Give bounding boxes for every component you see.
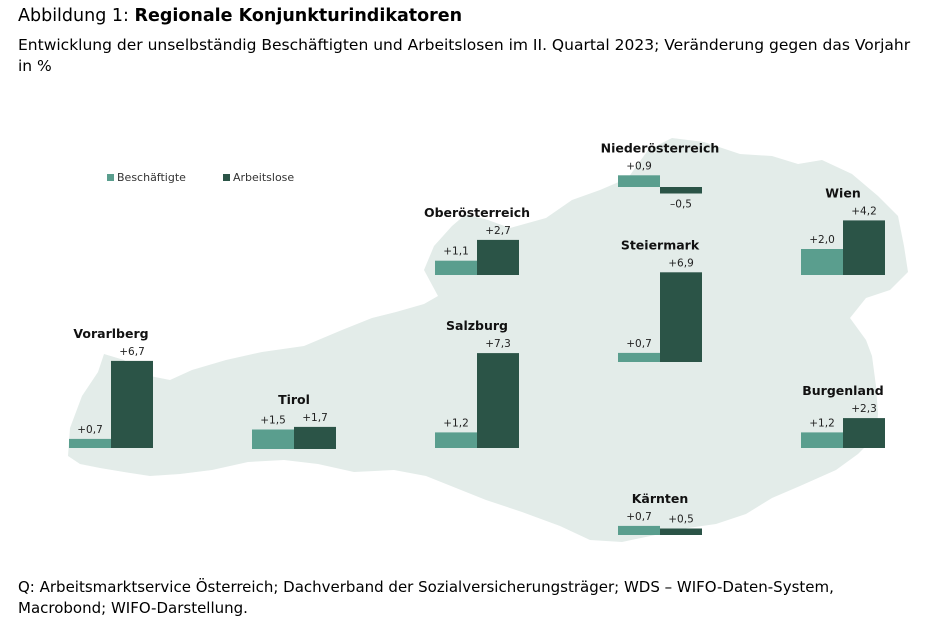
data-label-beschaeftigte: +0,7 <box>626 338 652 350</box>
bar-beschaeftigte <box>69 438 111 448</box>
data-label-beschaeftigte: +1,2 <box>809 417 835 429</box>
legend-swatch-beschaeftigte <box>107 174 114 181</box>
region-name: Burgenland <box>802 383 883 398</box>
figure-label: Abbildung 1: <box>18 6 129 26</box>
data-label-arbeitslose: +6,7 <box>119 346 145 358</box>
legend-swatch-arbeitslose <box>223 174 230 181</box>
region-kaernten: +0,7 +0,5 Kärnten <box>618 491 702 535</box>
region-steiermark: +0,7 +6,9 Steiermark <box>618 237 702 362</box>
data-label-beschaeftigte: +2,0 <box>809 234 835 246</box>
data-label-beschaeftigte: +1,2 <box>443 417 469 429</box>
bar-arbeitslose <box>843 418 885 448</box>
region-name: Oberösterreich <box>424 205 530 220</box>
data-label-beschaeftigte: +0,7 <box>626 511 652 523</box>
figure-title: Abbildung 1: Regionale Konjunkturindikat… <box>18 6 462 26</box>
bar-beschaeftigte <box>618 352 660 362</box>
legend-label-beschaeftigte: Beschäftigte <box>117 171 186 184</box>
bar-arbeitslose <box>843 220 885 275</box>
data-label-arbeitslose: –0,5 <box>670 199 692 211</box>
data-label-arbeitslose: +2,7 <box>485 225 511 237</box>
bar-arbeitslose <box>660 528 702 535</box>
region-name: Vorarlberg <box>73 326 148 341</box>
bar-arbeitslose <box>477 239 519 275</box>
region-name: Kärnten <box>632 491 689 506</box>
region-niederoesterreich: +0,9 –0,5 Niederösterreich <box>601 140 720 210</box>
data-label-arbeitslose: +4,2 <box>851 205 877 217</box>
data-label-beschaeftigte: +1,1 <box>443 246 469 258</box>
region-name: Wien <box>825 185 860 200</box>
bar-beschaeftigte <box>801 249 843 275</box>
region-burgenland: +1,2 +2,3 Burgenland <box>801 383 885 448</box>
bar-beschaeftigte <box>801 432 843 448</box>
data-label-arbeitslose: +6,9 <box>668 257 694 269</box>
figure-subtitle: Entwicklung der unselbständig Beschäftig… <box>18 36 911 75</box>
bar-arbeitslose <box>660 187 702 194</box>
data-label-beschaeftigte: +1,5 <box>260 415 286 427</box>
data-label-arbeitslose: +2,3 <box>851 403 877 415</box>
bar-beschaeftigte <box>618 175 660 187</box>
region-wien: +2,0 +4,2 Wien <box>801 185 885 275</box>
data-label-arbeitslose: +1,7 <box>302 412 328 424</box>
figure-source: Q: Arbeitsmarktservice Österreich; Dachv… <box>18 578 834 617</box>
region-vorarlberg: +0,7 +6,7 Vorarlberg <box>69 326 153 448</box>
data-label-arbeitslose: +0,5 <box>668 514 694 526</box>
bar-arbeitslose <box>477 353 519 448</box>
data-label-arbeitslose: +7,3 <box>485 338 511 350</box>
regions: +0,7 +6,7 Vorarlberg +1,5 +1,7 Tirol +1,1 +2,7 O… <box>69 140 885 535</box>
region-name: Niederösterreich <box>601 140 720 155</box>
bar-arbeitslose <box>660 272 702 362</box>
bar-arbeitslose <box>294 426 336 449</box>
figure-title-text: Regionale Konjunkturindikatoren <box>134 6 463 26</box>
data-label-beschaeftigte: +0,9 <box>626 160 652 172</box>
region-name: Steiermark <box>621 237 700 252</box>
chart-legend: Beschäftigte Arbeitslose <box>107 171 294 184</box>
region-name: Salzburg <box>446 318 508 333</box>
bar-arbeitslose <box>111 360 153 448</box>
bar-beschaeftigte <box>252 429 294 449</box>
data-label-beschaeftigte: +0,7 <box>77 424 103 436</box>
legend-label-arbeitslose: Arbeitslose <box>233 171 294 184</box>
bar-beschaeftigte <box>618 525 660 535</box>
region-tirol: +1,5 +1,7 Tirol <box>252 392 336 449</box>
region-name: Tirol <box>278 392 310 407</box>
region-oberoesterreich: +1,1 +2,7 Oberösterreich <box>424 205 530 275</box>
region-salzburg: +1,2 +7,3 Salzburg <box>435 318 519 448</box>
bar-beschaeftigte <box>435 260 477 275</box>
bar-beschaeftigte <box>435 432 477 448</box>
